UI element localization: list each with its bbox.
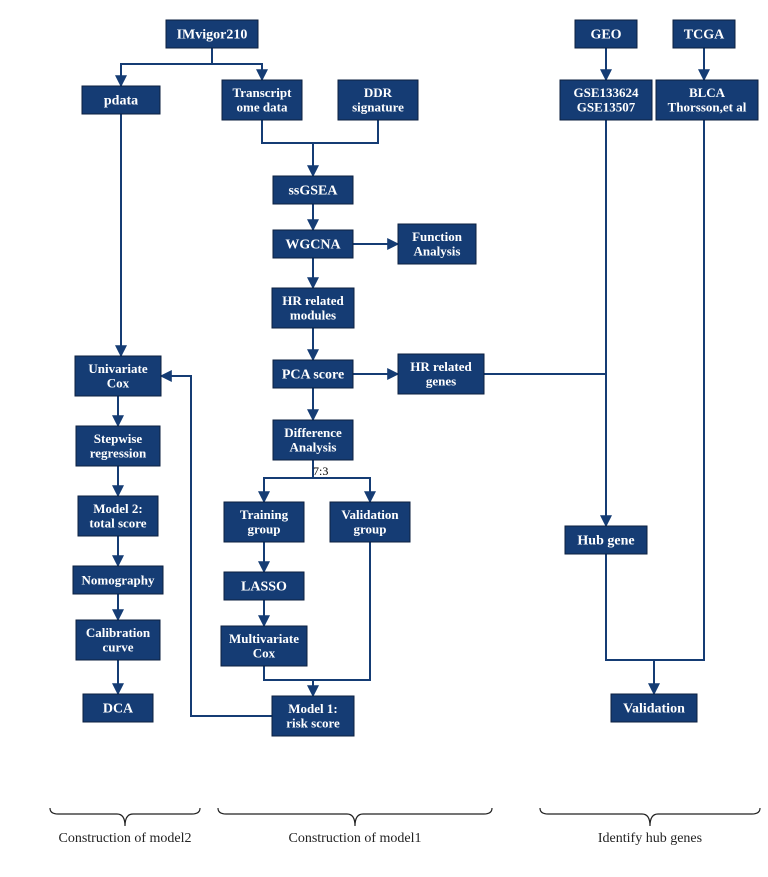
node-validation: Validation [611,694,697,722]
node-transcript-label-0: Transcript [233,85,293,100]
node-imvigor: IMvigor210 [166,20,258,48]
node-ssgsea: ssGSEA [273,176,353,204]
edge-2 [262,120,313,176]
node-wgcna-label-0: WGCNA [285,238,341,253]
node-unicox-label-0: Univariate [88,361,147,376]
node-hrgenes-label-0: HR related [410,359,472,374]
node-function: FunctionAnalysis [398,224,476,264]
node-validg-label-0: Validation [341,507,399,522]
bracket-0 [50,808,200,826]
node-lasso-label-0: LASSO [241,580,287,595]
node-pca-label-0: PCA score [282,368,344,383]
captions: 7:3 [313,464,328,478]
node-geo-label-0: GEO [590,28,621,43]
node-stepwise-label-0: Stepwise [94,431,143,446]
node-geo: GEO [575,20,637,48]
bracket-label-2: Identify hub genes [598,831,702,846]
node-gse: GSE133624GSE13507 [560,80,652,120]
node-gse-label-0: GSE133624 [573,85,639,100]
node-hrgenes: HR relatedgenes [398,354,484,394]
node-model2-label-0: Model 2: [93,501,142,516]
node-nomograph-label-0: Nomography [82,572,155,587]
node-multi: MultivariateCox [221,626,307,666]
node-stepwise-label-1: regression [90,446,147,461]
node-hubgene: Hub gene [565,526,647,554]
node-hrgenes-label-1: genes [426,374,456,389]
node-validg: Validationgroup [330,502,410,542]
edge-28 [654,120,704,694]
bracket-label-0: Construction of model2 [59,831,192,846]
node-function-label-0: Function [412,229,463,244]
node-tcga: TCGA [673,20,735,48]
node-blca-label-1: Thorsson,et al [668,100,747,115]
node-pdata: pdata [82,86,160,114]
node-unicox-label-1: Cox [107,376,130,391]
node-model1-label-0: Model 1: [288,701,337,716]
node-nomograph: Nomography [73,566,163,594]
node-wgcna: WGCNA [273,230,353,258]
node-transcript: Transcriptome data [222,80,302,120]
node-unicox: UnivariateCox [75,356,161,396]
section-brackets: Construction of model2 Construction of mo… [50,808,760,846]
node-stepwise: Stepwiseregression [76,426,160,466]
node-ddr-label-0: DDR [364,85,393,100]
node-dca: DCA [83,694,153,722]
node-blca-label-0: BLCA [689,85,726,100]
node-calib-label-0: Calibration [86,625,151,640]
edge-3 [313,120,378,176]
bracket-label-1: Construction of model1 [289,831,422,846]
node-transcript-label-1: ome data [237,100,288,115]
edge-14 [264,666,313,696]
node-diff-label-1: Analysis [290,440,337,455]
edge-15 [313,542,370,696]
node-training-label-1: group [248,522,281,537]
edge-1 [212,48,262,80]
node-training: Traininggroup [224,502,304,542]
edge-10 [264,460,313,502]
node-model1-label-1: risk score [286,716,340,731]
node-pca: PCA score [273,360,353,388]
node-hrmod-label-1: modules [290,308,336,323]
node-model1: Model 1:risk score [272,696,354,736]
node-multi-label-0: Multivariate [229,631,299,646]
node-training-label-0: Training [240,507,289,522]
edge-25 [484,374,606,526]
node-function-label-1: Analysis [414,244,461,259]
node-validation-label-0: Validation [623,702,685,717]
node-blca: BLCAThorsson,et al [656,80,758,120]
node-lasso: LASSO [224,572,304,600]
node-ddr: DDRsignature [338,80,418,120]
node-diff: DifferenceAnalysis [273,420,353,460]
node-dca-label-0: DCA [103,702,134,717]
node-hubgene-label-0: Hub gene [577,534,634,549]
node-calib-label-1: curve [102,640,133,655]
node-multi-label-1: Cox [253,646,276,661]
edge-27 [606,554,654,694]
node-imvigor-label-0: IMvigor210 [177,28,248,43]
node-ssgsea-label-0: ssGSEA [288,184,338,199]
node-hrmod-label-0: HR related [282,293,344,308]
node-ddr-label-1: signature [352,100,404,115]
node-gse-label-1: GSE13507 [577,100,636,115]
split-ratio-label: 7:3 [313,464,328,478]
node-pdata-label-0: pdata [104,94,138,109]
node-calib: Calibrationcurve [76,620,160,660]
node-model2-label-1: total score [89,516,146,531]
bracket-2 [540,808,760,826]
nodes: IMvigor210 GEO TCGA pdata Transcriptome data… [73,20,758,736]
node-tcga-label-0: TCGA [684,28,725,43]
node-diff-label-0: Difference [284,425,342,440]
flowchart-canvas: IMvigor210 GEO TCGA pdata Transcriptome data… [0,0,768,877]
node-validg-label-1: group [354,522,387,537]
node-model2: Model 2:total score [78,496,158,536]
edge-0 [121,48,212,86]
bracket-1 [218,808,492,826]
node-hrmod: HR relatedmodules [272,288,354,328]
